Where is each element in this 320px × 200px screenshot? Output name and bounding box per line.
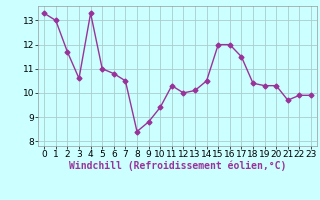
X-axis label: Windchill (Refroidissement éolien,°C): Windchill (Refroidissement éolien,°C) (69, 161, 286, 171)
